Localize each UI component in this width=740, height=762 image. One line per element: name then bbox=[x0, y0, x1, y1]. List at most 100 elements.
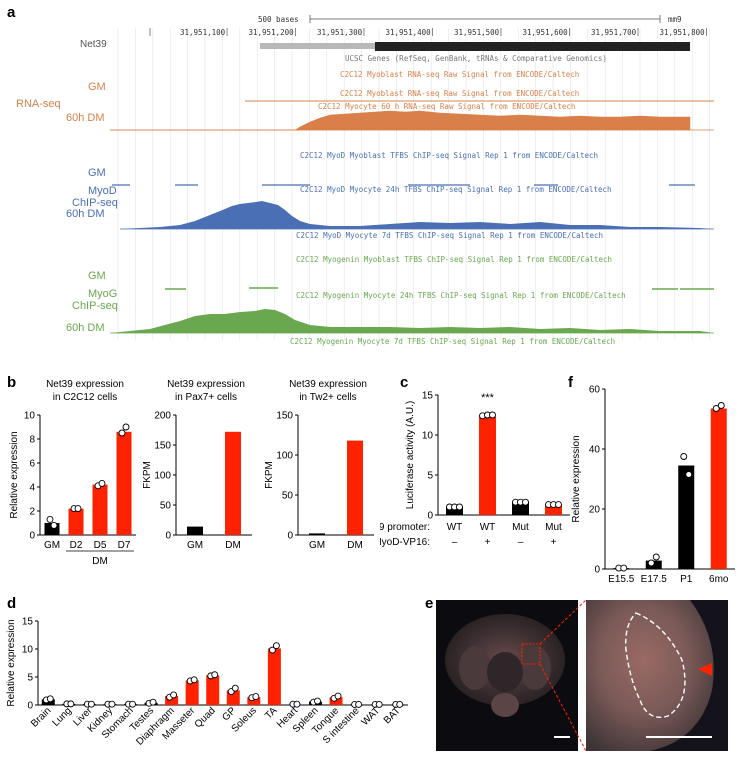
bar bbox=[92, 484, 108, 535]
data-point bbox=[522, 498, 529, 506]
y-tick-label: 0 bbox=[287, 531, 293, 542]
data-point bbox=[620, 564, 628, 572]
data-point bbox=[50, 521, 58, 529]
data-point bbox=[268, 646, 276, 654]
bar bbox=[479, 416, 496, 515]
significance-marker: *** bbox=[481, 392, 495, 404]
y-tick-label: 100 bbox=[154, 471, 171, 482]
ruler-tick-label: 31,951,300 bbox=[317, 28, 363, 37]
ruler-tick-label: 31,951,400 bbox=[386, 28, 432, 37]
ruler-tick-label: 31,951,600 bbox=[523, 28, 569, 37]
bar bbox=[678, 465, 695, 569]
data-point bbox=[74, 505, 82, 513]
chart-b1-title-2: in C2C12 cells bbox=[53, 392, 117, 403]
bar bbox=[165, 696, 179, 705]
data-point bbox=[555, 501, 562, 509]
bar bbox=[309, 533, 325, 535]
bar bbox=[187, 526, 203, 535]
chart-b1-title-1: Net39 expression bbox=[46, 379, 124, 390]
x-tick-label: DM bbox=[347, 540, 363, 551]
chart-b2: 0 50 100 150 200 FKPM GM DM Net39 expression in P… bbox=[142, 379, 252, 551]
myod-dm-label: 60h DM bbox=[66, 208, 105, 220]
myod-value: + bbox=[485, 537, 491, 548]
y-tick-label: 6 bbox=[29, 459, 35, 470]
dm-group-label: DM bbox=[92, 556, 108, 567]
gene-utr bbox=[260, 43, 375, 49]
bar bbox=[545, 504, 562, 515]
myod-value: – bbox=[518, 537, 524, 548]
myod-value: – bbox=[452, 537, 458, 548]
panel-d-letter: d bbox=[7, 595, 17, 612]
chart-b2-title-1: Net39 expression bbox=[167, 379, 245, 390]
myod-group-label-2: ChIP-seq bbox=[72, 197, 118, 209]
arrowhead-marker bbox=[698, 663, 712, 676]
y-tick-label: 50 bbox=[160, 501, 172, 512]
myog-dm-signal bbox=[110, 309, 714, 333]
data-point bbox=[652, 553, 660, 561]
data-point bbox=[170, 691, 178, 699]
data-point bbox=[190, 676, 198, 684]
x-tick-label: D5 bbox=[94, 540, 107, 551]
myog-group-label-1: MyoG bbox=[88, 288, 117, 300]
y-tick-label: 40 bbox=[589, 445, 601, 456]
gene-track-label: UCSC Genes (RefSeq, GenBank, tRNAs & Com… bbox=[345, 54, 607, 63]
promoter-value: WT bbox=[480, 522, 496, 533]
myod-group-label-1: MyoD bbox=[88, 185, 117, 197]
myog-gm-track-label: C2C12 Myogenin Myoblast TFBS ChIP-seq Si… bbox=[296, 255, 612, 264]
panel-f-letter: f bbox=[568, 374, 573, 391]
panel-b-letter: b bbox=[7, 374, 17, 391]
x-tick-label: 6mo bbox=[709, 574, 729, 585]
rnaseq-dm-track-label: C2C12 Myocyte 60 h RNA-seq Raw Signal fr… bbox=[318, 102, 575, 111]
myod-mid-track-label: C2C12 MyoD Myocyte 24h TFBS ChIP-seq Sig… bbox=[300, 185, 612, 194]
ruler-tick-label: 31,951,100 bbox=[180, 28, 226, 37]
y-tick-label: 4 bbox=[29, 483, 35, 494]
data-point bbox=[647, 559, 655, 567]
data-point bbox=[118, 429, 126, 437]
gene-name-label: Net39 bbox=[80, 39, 107, 50]
chart-b3-title-1: Net39 expression bbox=[289, 379, 367, 390]
chart-b1: 0 2 4 6 8 10 Relative expression GM D2 D5 D7 Net39 … bbox=[9, 379, 136, 567]
panel-c-letter: c bbox=[400, 374, 409, 391]
data-point bbox=[122, 423, 130, 431]
data-point bbox=[489, 411, 496, 419]
y-tick-label: 0 bbox=[594, 565, 600, 576]
myog-mid-track-label: C2C12 Myogenin Myocyte 24h TFBS ChIP-seq… bbox=[296, 291, 626, 300]
zoom-region-box bbox=[521, 643, 541, 665]
data-point bbox=[334, 692, 342, 700]
x-tick-label: E17.5 bbox=[641, 574, 668, 585]
rnaseq-dm-label: 60h DM bbox=[66, 112, 105, 124]
myog-group-label-2: ChIP-seq bbox=[72, 300, 118, 312]
rnaseq-group-label: RNA-seq bbox=[16, 98, 61, 110]
y-tick-label: 15 bbox=[422, 391, 434, 402]
genome-grid bbox=[117, 28, 710, 340]
gene-exon bbox=[375, 42, 690, 51]
myog-gm-label: GM bbox=[88, 270, 106, 282]
x-tick-label: D7 bbox=[118, 540, 131, 551]
myog-gm-signal bbox=[165, 287, 714, 290]
bar bbox=[116, 431, 132, 535]
data-point bbox=[231, 684, 239, 692]
assembly-label: mm9 bbox=[668, 15, 682, 24]
zoom-connector-top bbox=[539, 599, 587, 645]
data-point bbox=[211, 671, 219, 679]
y-tick-label: 10 bbox=[422, 431, 434, 442]
promoter-value: WT bbox=[447, 522, 463, 533]
ruler-tick-label: 31,951,500 bbox=[454, 28, 500, 37]
muscle-outline bbox=[625, 612, 686, 718]
ruler-ticks: 31,951,100 31,951,200 31,951,300 31,951,400… bbox=[149, 28, 707, 37]
y-axis-label: Relative expression bbox=[6, 619, 17, 706]
y-tick-label: 5 bbox=[27, 673, 33, 684]
x-tick-label: E15.5 bbox=[608, 574, 635, 585]
x-tick-label: P1 bbox=[680, 574, 693, 585]
data-point bbox=[355, 700, 363, 708]
promoter-value: Mut bbox=[545, 522, 562, 533]
y-axis-label: Relative expression bbox=[571, 435, 582, 522]
data-point bbox=[375, 700, 383, 708]
data-point bbox=[685, 471, 693, 478]
chart-b3-title-2: in Tw2+ cells bbox=[299, 392, 356, 403]
y-axis-label: FKPM bbox=[264, 461, 275, 489]
bar bbox=[225, 431, 241, 535]
chart-b3: 0 50 100 150 FKPM GM DM Net39 expression in Tw2+… bbox=[264, 379, 374, 551]
